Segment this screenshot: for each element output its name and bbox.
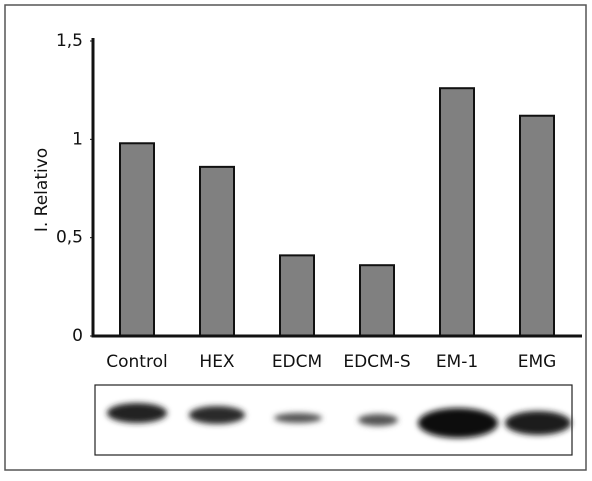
chart: I. Relativo 0 0,5 1 1,5 Control HEX EDCM EDCM-S… [0, 0, 592, 477]
blot [95, 385, 572, 455]
blot-band [418, 408, 498, 438]
blot-band [505, 411, 571, 435]
blot-band [107, 403, 167, 423]
blot-band [189, 406, 245, 424]
blot-band [274, 413, 322, 423]
bar [200, 167, 234, 336]
bar [360, 265, 394, 336]
y-tick-label: 0 [72, 326, 83, 346]
x-tick-label: EDCM [272, 352, 322, 372]
x-tick-label: HEX [199, 352, 235, 372]
blot-band [358, 414, 398, 426]
bar [280, 255, 314, 336]
bar [520, 116, 554, 336]
page: {"chart_data": {"type": "bar", "y_label"… [0, 0, 592, 481]
y-axis-label: I. Relativo [32, 148, 52, 232]
y-tick-label: 0,5 [56, 228, 83, 248]
x-tick-label: Control [106, 352, 167, 372]
x-tick-label: EM-1 [436, 352, 478, 372]
blot-frame [95, 385, 572, 455]
bar [440, 88, 474, 336]
bar [120, 143, 154, 336]
x-tick-label: EDCM-S [343, 352, 410, 372]
x-tick-label: EMG [518, 352, 557, 372]
y-tick-label: 1 [72, 129, 83, 149]
y-tick-label: 1,5 [56, 31, 83, 51]
